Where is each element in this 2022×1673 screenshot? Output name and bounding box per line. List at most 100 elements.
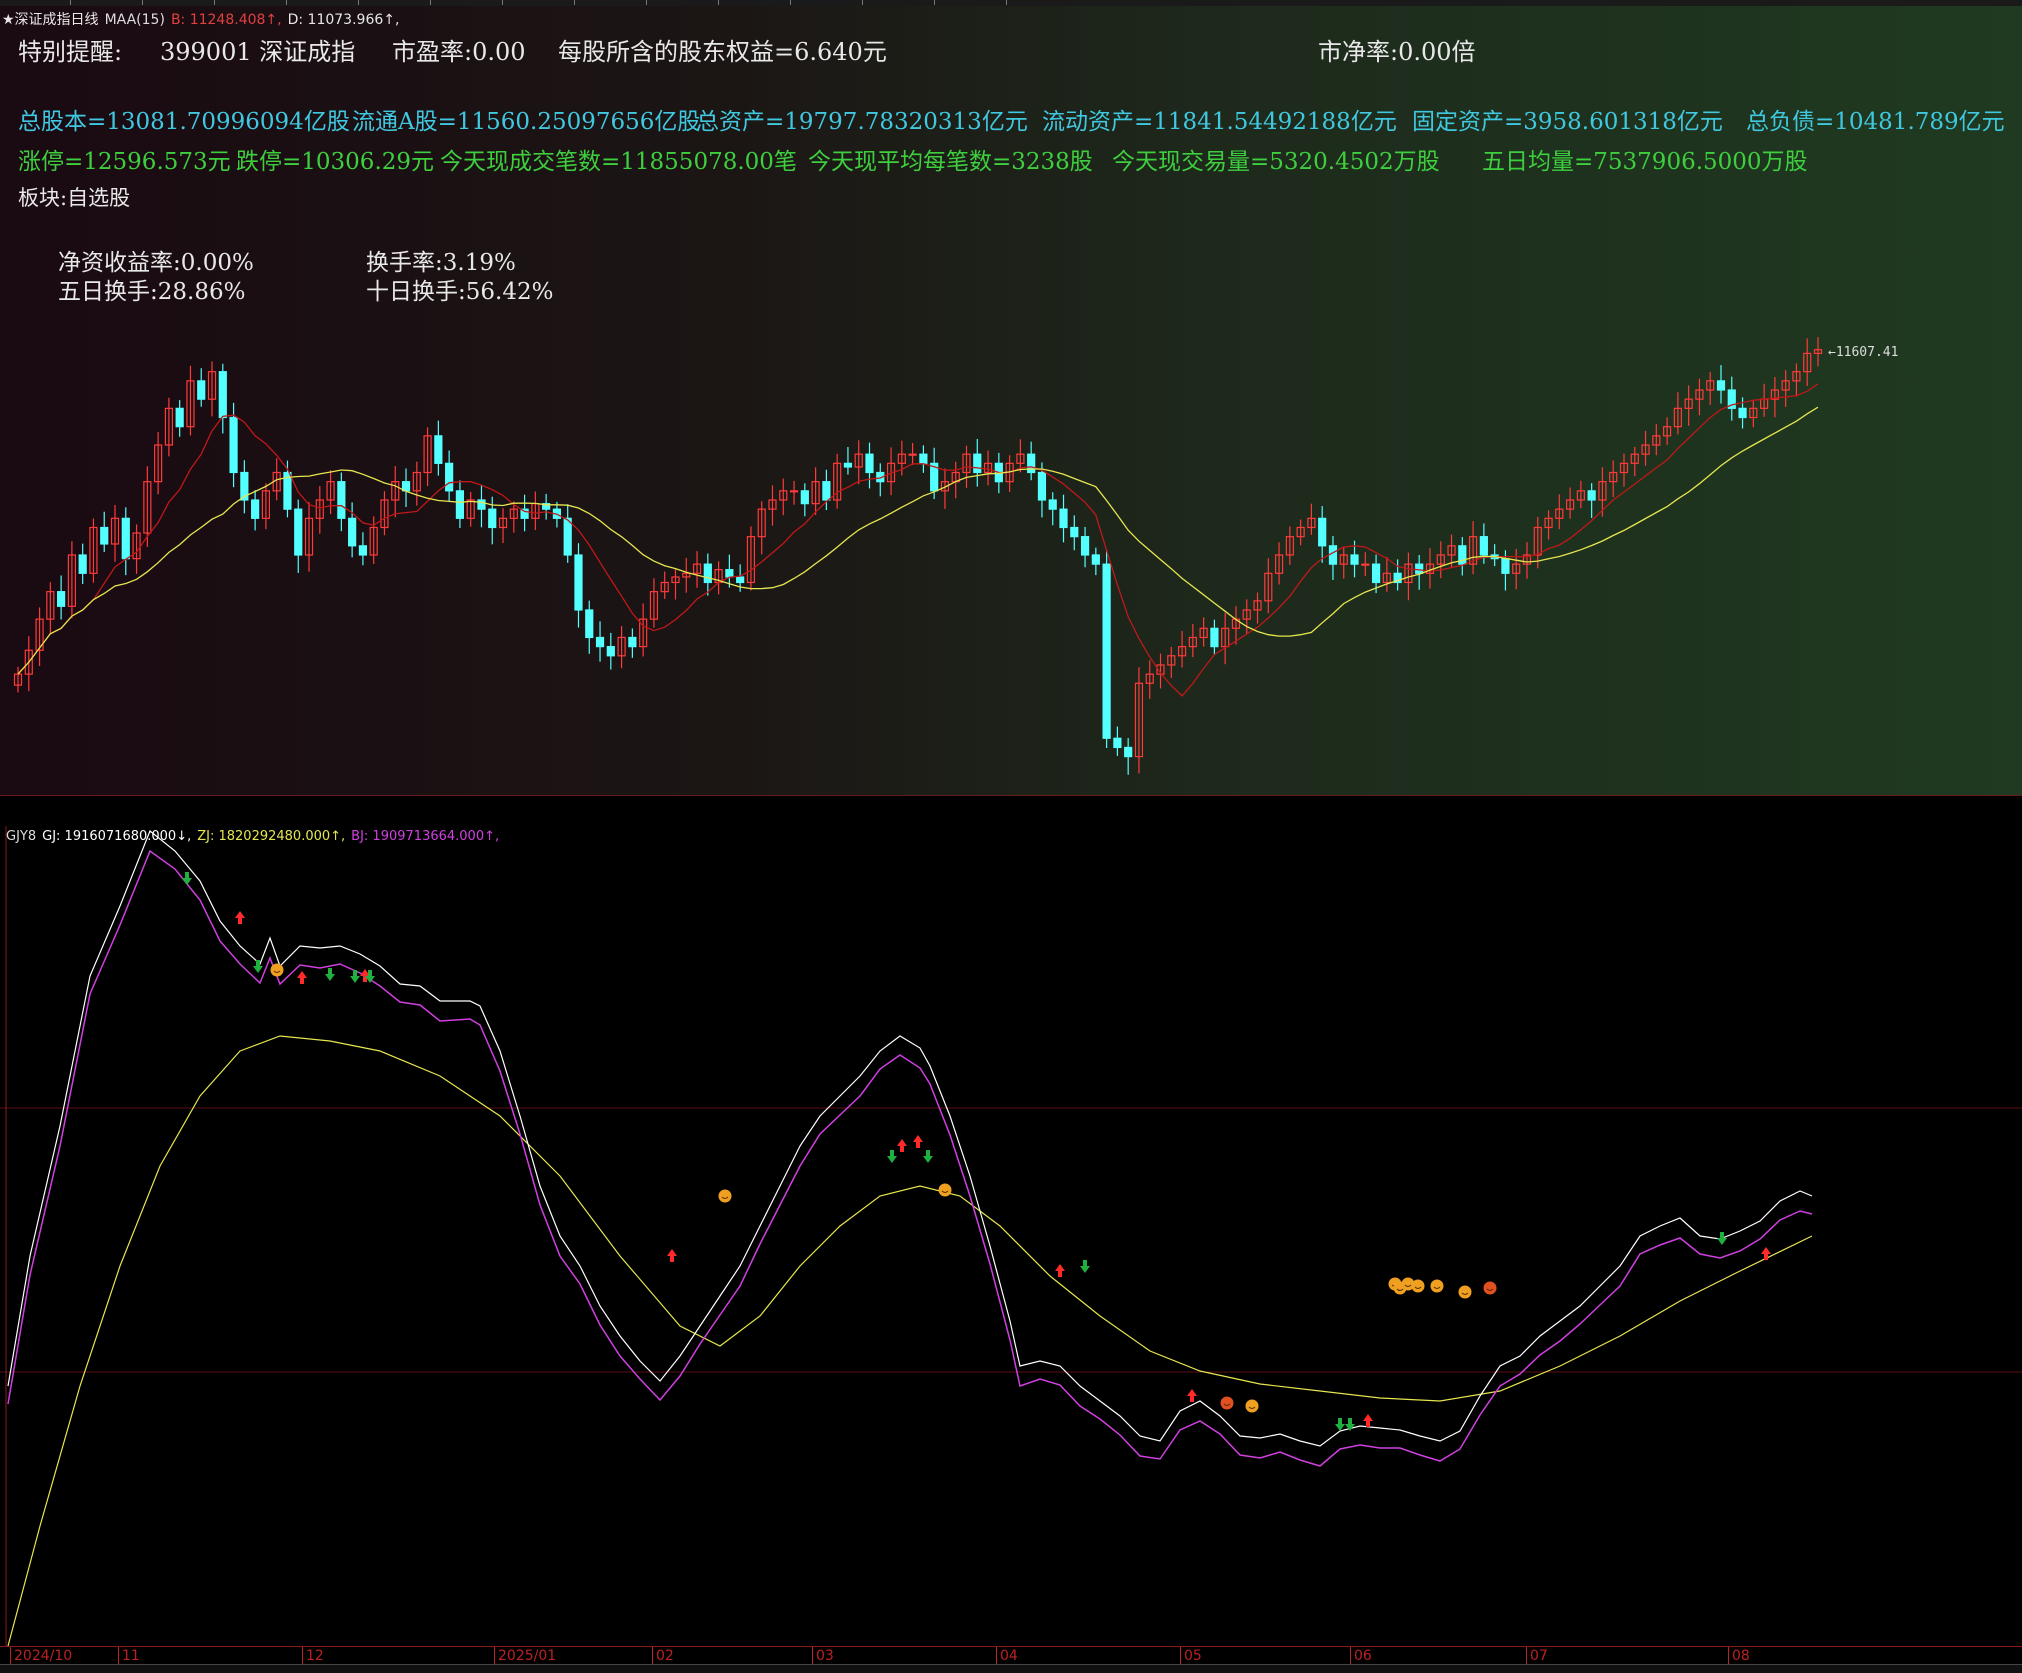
candle-body — [811, 481, 820, 505]
toolbar-tab[interactable] — [936, 0, 1007, 5]
candle-body — [1447, 545, 1456, 556]
smiley-mouth — [1248, 1406, 1256, 1409]
toolbar-tab[interactable] — [576, 0, 647, 5]
candle-body — [1167, 655, 1176, 666]
candle-body — [595, 636, 605, 648]
d-value: D: 11073.966↑, — [287, 12, 400, 28]
toolbar-tab[interactable] — [504, 0, 575, 5]
candle-body — [649, 591, 659, 620]
trading-stat-item: 今天现平均每笔数=3238股 — [808, 149, 1093, 175]
candle-body — [1555, 508, 1564, 519]
up-arrow-icon — [1187, 1389, 1197, 1402]
toolbar-tab[interactable] — [432, 0, 503, 5]
toolbar-tab[interactable] — [792, 0, 863, 5]
candle-body — [1522, 554, 1532, 565]
candle-body — [143, 481, 152, 534]
candle-body — [380, 499, 389, 529]
smiley-icon — [270, 963, 284, 977]
candle-body — [110, 517, 120, 545]
toolbar-tab[interactable] — [144, 0, 215, 5]
toolbar-tab[interactable] — [216, 0, 287, 5]
candle-body — [1027, 453, 1036, 474]
date-axis: 2024/10 11 12 2025/01 02 03 04 05 06 07 08 — [0, 1646, 2022, 1665]
candle-body — [865, 453, 874, 474]
candle-body — [682, 572, 691, 578]
candle-body — [1619, 462, 1629, 474]
trading-stat-item: 今天现交易量=5320.4502万股 — [1112, 149, 1440, 175]
bj-line — [7, 849, 1813, 1467]
candle-body — [725, 569, 734, 578]
ma-long-line — [17, 406, 1819, 675]
main-chart-panel[interactable]: ★深证成指日线 MAA(15) B: 11248.408↑, D: 11073.966… — [0, 6, 2022, 795]
candle-body — [1242, 609, 1251, 620]
turnover10-label: 十日换手:56.42% — [366, 279, 554, 305]
smiley-mouth — [273, 970, 281, 973]
candle-body — [768, 499, 777, 510]
candle-body — [67, 554, 76, 607]
code-name: 399001 深证成指 — [160, 38, 356, 66]
candle-body — [520, 508, 529, 519]
candle-body — [1716, 380, 1726, 391]
candle-body — [294, 508, 303, 556]
candle-body — [348, 517, 357, 547]
date-tick: 03 — [812, 1647, 834, 1665]
candle-body — [100, 526, 109, 545]
candle-body — [391, 481, 400, 501]
gjy8-indicator-chart[interactable] — [0, 826, 2022, 1646]
toolbar-tab[interactable] — [720, 0, 791, 5]
down-arrow-icon — [887, 1150, 897, 1163]
candle-body — [358, 545, 368, 556]
smiley-mouth — [1396, 1288, 1404, 1291]
toolbar-tab[interactable] — [864, 0, 935, 5]
candle-body — [736, 576, 745, 584]
candle-body — [1501, 558, 1510, 574]
candle-body — [175, 407, 184, 428]
smiley-mouth — [1414, 1286, 1422, 1289]
down-arrow-icon — [253, 960, 263, 973]
candle-body — [1727, 389, 1736, 409]
indicator-panel[interactable] — [0, 826, 2022, 1646]
candle-body — [121, 517, 130, 560]
toolbar-tab[interactable] — [0, 0, 71, 5]
candle-body — [315, 499, 324, 519]
candle-body — [197, 380, 206, 400]
candle-body — [789, 490, 799, 493]
candle-body — [1382, 572, 1391, 584]
candle-body — [1598, 481, 1607, 501]
candle-body — [962, 453, 971, 474]
candle-body — [1296, 526, 1305, 538]
candle-body — [1512, 563, 1521, 574]
candle-body — [498, 517, 508, 529]
candle-body — [251, 499, 260, 519]
down-arrow-icon — [350, 970, 360, 983]
chart-title[interactable]: ★深证成指日线 — [2, 12, 99, 28]
candle-body — [1404, 563, 1413, 584]
candle-body — [24, 649, 33, 675]
date-tick: 12 — [302, 1647, 324, 1665]
candle-body — [1274, 554, 1284, 574]
candle-body — [843, 462, 853, 468]
candle-body — [229, 416, 238, 474]
candle-body — [1652, 435, 1661, 446]
candle-body — [585, 609, 594, 639]
toolbar-tab[interactable] — [648, 0, 719, 5]
toolbar-tab[interactable] — [360, 0, 431, 5]
candle-body — [1749, 407, 1758, 419]
date-tick: 06 — [1350, 1647, 1372, 1665]
toolbar-tab[interactable] — [288, 0, 359, 5]
candle-body — [1393, 572, 1402, 584]
pe-ratio: 市盈率:0.00 — [392, 38, 526, 66]
smiley-mouth — [1404, 1284, 1412, 1287]
main-header: ★深证成指日线 MAA(15) B: 11248.408↑, D: 11073.966… — [2, 9, 405, 29]
candlestick-chart[interactable]: ←11607.41←9119.60 — [0, 6, 2022, 795]
candle-body — [423, 435, 432, 474]
toolbar-tab[interactable] — [72, 0, 143, 5]
candle-body — [940, 481, 950, 492]
sub-indicator-name[interactable]: GJY8 — [6, 829, 37, 844]
candle-body — [746, 536, 756, 584]
up-arrow-icon — [1055, 1264, 1065, 1277]
high-price-label: ←11607.41 — [1828, 345, 1898, 360]
trading-stat-item: 涨停=12596.573元 — [18, 149, 231, 175]
candle-body — [1339, 554, 1348, 565]
candle-body — [542, 503, 551, 510]
